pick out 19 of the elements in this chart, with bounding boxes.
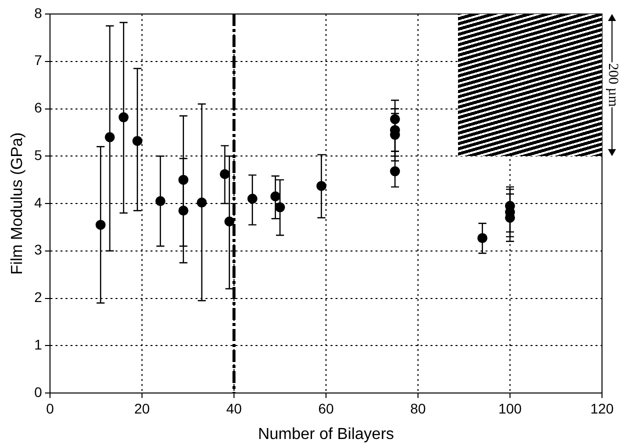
x-tick-label: 20 <box>134 400 150 416</box>
y-tick-label: 6 <box>34 100 42 116</box>
x-tick-label: 60 <box>318 400 334 416</box>
y-tick-label: 2 <box>34 289 42 306</box>
y-tick-label: 7 <box>34 52 42 68</box>
y-tick-label: 4 <box>34 194 42 210</box>
x-tick-label: 120 <box>590 400 614 416</box>
x-tick-label: 80 <box>410 400 426 416</box>
y-tick-label: 5 <box>34 146 42 163</box>
text: 200 µm <box>604 62 620 108</box>
y-tick-label: 0 <box>34 384 42 400</box>
x-tick-label: 100 <box>498 400 522 416</box>
y-tick-label: 1 <box>34 336 42 352</box>
y-tick-label: 3 <box>34 242 42 258</box>
x-tick-label: 0 <box>46 400 54 416</box>
y-tick-label: 8 <box>34 4 42 21</box>
x-axis-title: Number of Bilayers <box>258 426 394 443</box>
x-tick-label: 40 <box>226 400 242 416</box>
y-axis-title: Film Modulus (GPa) <box>9 132 26 275</box>
